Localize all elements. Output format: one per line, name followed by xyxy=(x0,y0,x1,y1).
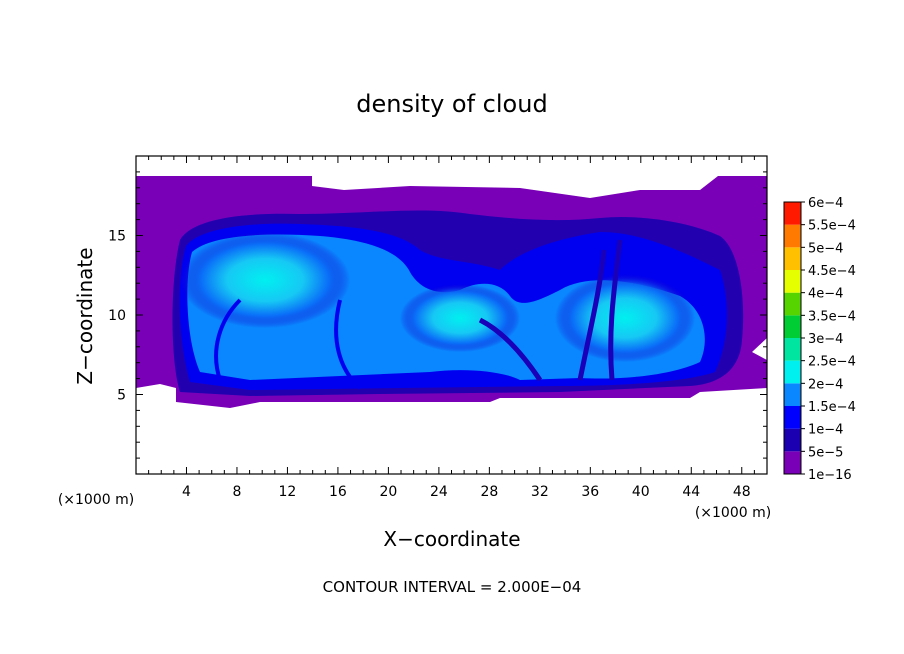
x-tick-label: 36 xyxy=(581,484,599,500)
colorbar-label: 1.5e−4 xyxy=(808,400,856,415)
y-tick-label: 5 xyxy=(117,388,126,404)
vortex-streak-2 xyxy=(214,298,362,390)
vortex-streak xyxy=(478,239,623,382)
colorbar-swatch xyxy=(784,270,801,293)
colorbar-swatch xyxy=(784,406,801,429)
y-tick-label: 15 xyxy=(108,229,126,245)
colorbar-swatch xyxy=(784,338,801,361)
colorbar-label: 4.5e−4 xyxy=(808,264,856,279)
contour-interval-note: CONTOUR INTERVAL = 2.000E−04 xyxy=(323,578,582,596)
colorbar-swatch xyxy=(784,360,801,384)
colorbar-swatch xyxy=(784,428,801,452)
colorbar-label: 1e−4 xyxy=(808,423,843,438)
y-tick-labels: 5 10 15 xyxy=(108,229,126,404)
colorbar-label: 5e−4 xyxy=(808,241,843,256)
core-left xyxy=(180,232,350,328)
cloud-patch-left xyxy=(144,342,170,380)
colorbar-label: 3.5e−4 xyxy=(808,309,856,324)
colorbar-swatch xyxy=(784,315,801,338)
x-tick-label: 24 xyxy=(430,484,448,500)
colorbar-swatch xyxy=(784,224,801,248)
z-unit-label: (×1000 m) xyxy=(58,492,134,508)
x-unit-label: (×1000 m) xyxy=(695,505,771,521)
x-tick-label: 16 xyxy=(329,484,347,500)
colorbar-swatch xyxy=(784,292,801,316)
x-tick-label: 44 xyxy=(682,484,700,500)
colorbar-label: 4e−4 xyxy=(808,287,843,302)
x-tick-label: 12 xyxy=(279,484,297,500)
x-tick-labels: 4 8 12 16 20 24 28 32 36 40 44 48 xyxy=(182,484,751,500)
colorbar-label: 5.5e−4 xyxy=(808,219,856,234)
colorbar-swatch xyxy=(784,451,801,474)
axis-ticks xyxy=(136,156,767,474)
x-tick-label: 8 xyxy=(232,484,241,500)
x-tick-label: 40 xyxy=(632,484,650,500)
y-tick-label: 10 xyxy=(108,308,126,324)
colorbar-label: 2e−4 xyxy=(808,377,843,392)
core-mid xyxy=(400,284,520,352)
colorbar: 1e−16 5e−5 1e−4 1.5e−4 2e−4 2.5e−4 3e−4 3.5e−4 4… xyxy=(783,196,856,483)
colorbar-label: 2.5e−4 xyxy=(808,355,856,370)
colorbar-label: 6e−4 xyxy=(808,196,843,211)
colorbar-label: 3e−4 xyxy=(808,332,843,347)
x-tick-label: 4 xyxy=(182,484,191,500)
x-tick-label: 32 xyxy=(531,484,549,500)
x-tick-label: 20 xyxy=(379,484,397,500)
cloud-field xyxy=(136,176,767,408)
x-tick-label: 48 xyxy=(733,484,751,500)
x-tick-label: 28 xyxy=(480,484,498,500)
colorbar-swatch xyxy=(784,247,801,270)
colorbar-label: 5e−5 xyxy=(808,445,843,460)
core-right xyxy=(555,274,695,362)
colorbar-swatch xyxy=(784,383,801,406)
colorbar-swatch xyxy=(784,202,801,225)
y-axis-label: Z−coordinate xyxy=(73,247,97,384)
chart-title: density of cloud xyxy=(356,90,547,118)
colorbar-label: 1e−16 xyxy=(808,468,852,483)
x-axis-label: X−coordinate xyxy=(383,527,520,551)
